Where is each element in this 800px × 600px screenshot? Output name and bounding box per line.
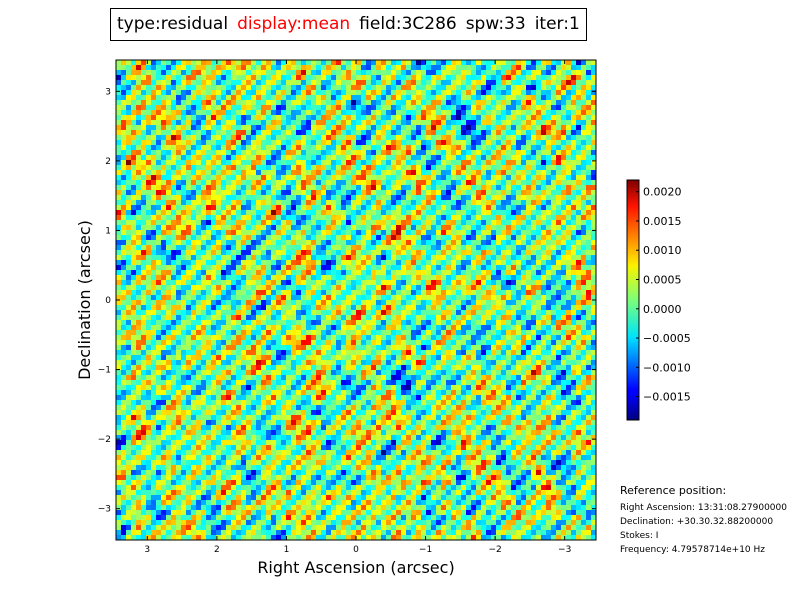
- title-spw: spw:33: [465, 14, 526, 34]
- title-iter: iter:1: [534, 14, 580, 34]
- y-tick-label: 0: [105, 296, 111, 306]
- x-tick-label: 2: [214, 545, 220, 555]
- title-field: field:3C286: [359, 14, 457, 34]
- y-axis-label: Declination (arcsec): [75, 220, 94, 380]
- colorbar-tick-label: 0.0015: [643, 215, 682, 228]
- colorbar-tick-label: −0.0010: [643, 361, 691, 374]
- y-tick-label: −1: [98, 366, 111, 376]
- y-tick-label: −2: [98, 435, 111, 445]
- x-tick-label: 0: [353, 545, 359, 555]
- plot-title-box: type:residual display:mean field:3C286 s…: [110, 8, 587, 41]
- title-type: type:residual: [117, 14, 229, 34]
- y-tick-label: 2: [105, 157, 111, 167]
- colorbar-tick-label: −0.0005: [643, 332, 691, 345]
- colorbar-tick-label: −0.0015: [643, 391, 691, 404]
- reference-dec: Declination: +30.30.32.88200000: [620, 517, 774, 527]
- colorbar-tick-label: 0.0010: [643, 244, 682, 257]
- colorbar-tick-label: 0.0000: [643, 303, 682, 316]
- reference-heading: Reference position:: [620, 484, 727, 497]
- y-tick-label: 3: [105, 87, 111, 97]
- reference-frequency: Frequency: 4.79578714e+10 Hz: [620, 545, 766, 555]
- title-display: display:mean: [237, 14, 351, 34]
- x-tick-label: −1: [419, 545, 432, 555]
- x-axis-label: Right Ascension (arcsec): [257, 558, 454, 577]
- reference-position-panel: Reference position: Right Ascension: 13:…: [620, 484, 798, 559]
- colorbar-ticks: 0.0020 0.0015 0.0010 0.0005 0.0000 −0.0005 −0.…: [636, 186, 691, 404]
- y-tick-label: 1: [105, 226, 111, 236]
- heatmap-image[interactable]: [116, 60, 596, 540]
- y-tick-label: −3: [98, 505, 111, 515]
- reference-stokes: Stokes: I: [620, 531, 659, 541]
- reference-ra: Right Ascension: 13:31:08.27900000: [620, 503, 787, 513]
- colorbar: [626, 179, 640, 421]
- x-tick-label: 1: [284, 545, 290, 555]
- colorbar-tick-label: 0.0020: [643, 186, 682, 199]
- axis-ticks: 3 2 1 0 −1 −2 −3 3 2 1 0 −1 −2 −3: [98, 60, 596, 555]
- x-tick-label: −2: [488, 545, 501, 555]
- x-tick-label: −3: [558, 545, 571, 555]
- colorbar-tick-label: 0.0005: [643, 274, 682, 287]
- x-tick-label: 3: [144, 545, 150, 555]
